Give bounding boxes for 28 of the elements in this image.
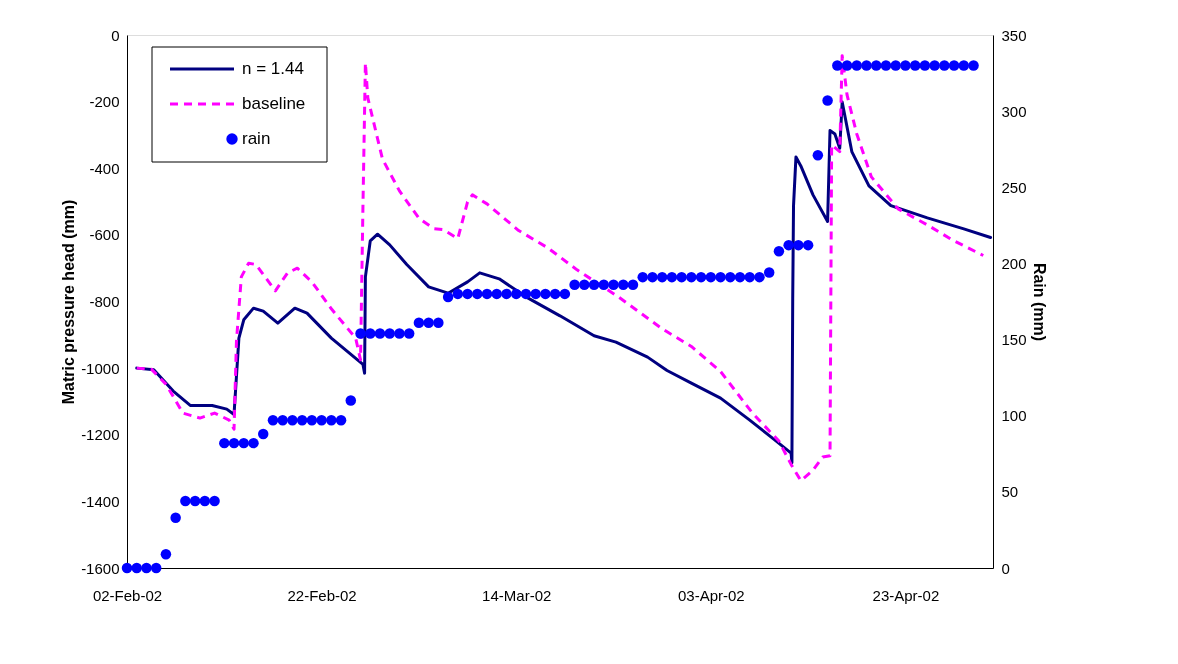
y2-tick-label: 150 [1001, 331, 1027, 349]
x-tick-label: 23-Apr-02 [872, 586, 940, 604]
y2-tick-label: 300 [1001, 102, 1027, 120]
y-tick-label: -600 [89, 226, 120, 244]
y2-axis-title: Rain (mm) [1030, 262, 1048, 342]
y2-tick-label: 350 [1001, 26, 1027, 44]
y-tick-label: -1200 [81, 426, 120, 444]
y-tick-label: -200 [89, 93, 120, 111]
line-series [135, 54, 985, 483]
y-tick-label: -400 [89, 159, 120, 177]
x-tick-label: 02-Feb-02 [92, 586, 163, 604]
legend-label: rain [242, 129, 271, 148]
y2-tick-label: 200 [1001, 254, 1027, 272]
y2-tick-label: 100 [1001, 407, 1027, 425]
y-tick-label: -1000 [81, 359, 120, 377]
y-axis-title: Matric pressure head (mm) [60, 199, 78, 405]
y2-tick-label: 250 [1001, 178, 1027, 196]
y2-tick-label: 50 [1001, 483, 1019, 501]
y-tick-label: 0 [111, 26, 120, 44]
x-tick-label: 14-Mar-02 [482, 586, 552, 604]
y-tick-label: -1600 [81, 559, 120, 577]
legend-label: n = 1.44 [242, 59, 304, 78]
y-tick-label: -1400 [81, 492, 120, 510]
y-tick-label: -800 [89, 293, 120, 310]
legend-label: baseline [242, 94, 306, 113]
y2-tick-label: 0 [1001, 559, 1010, 577]
x-tick-label: 22-Feb-02 [287, 586, 357, 604]
x-tick-label: 03-Apr-02 [677, 586, 745, 604]
